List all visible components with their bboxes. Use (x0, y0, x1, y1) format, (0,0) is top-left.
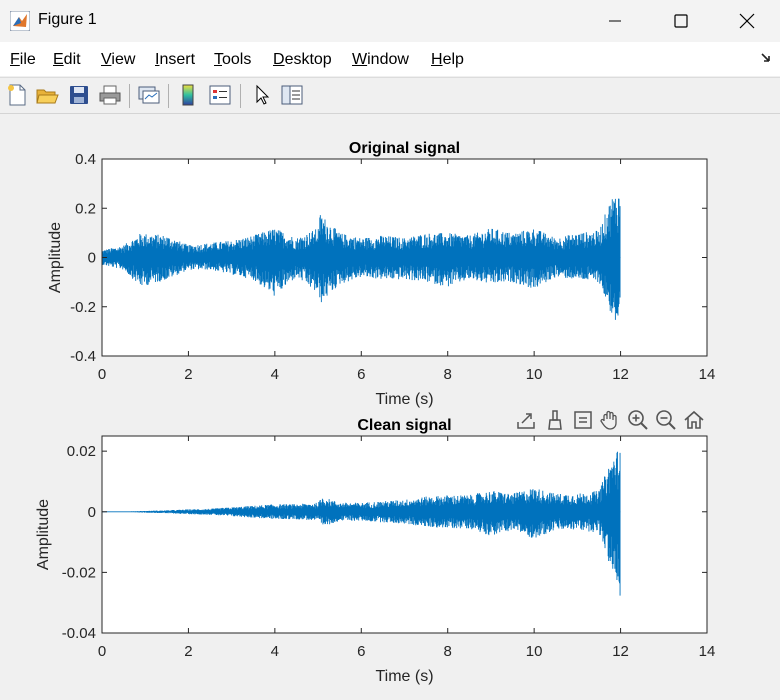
y-tick-label: 0.2 (75, 200, 96, 217)
print-icon[interactable] (98, 83, 122, 107)
pan-icon[interactable] (598, 408, 622, 432)
x-tick-label: 10 (526, 643, 543, 660)
insert-colorbar-icon[interactable] (176, 83, 200, 107)
menu-file[interactable]: File (10, 51, 36, 68)
matlab-logo-icon (10, 11, 30, 31)
x-tick-label: 12 (612, 366, 629, 383)
open-file-icon[interactable] (35, 83, 59, 107)
menu-edit[interactable]: Edit (53, 51, 81, 68)
y-tick-label: -0.04 (62, 625, 96, 642)
property-inspector-icon[interactable] (280, 83, 304, 107)
menu-insert[interactable]: Insert (155, 51, 196, 68)
close-icon (739, 13, 755, 29)
menu-view[interactable]: View (101, 51, 136, 68)
figure-toolbar (0, 77, 780, 114)
brush-icon[interactable] (543, 408, 567, 432)
link-plot-icon[interactable] (137, 83, 161, 107)
new-figure-icon[interactable] (5, 83, 29, 107)
save-icon[interactable] (67, 83, 91, 107)
menu-desktop[interactable]: Desktop (273, 51, 332, 68)
y-tick-label: 0 (88, 250, 96, 267)
x-tick-label: 6 (357, 366, 365, 383)
dock-arrow-icon[interactable] (760, 51, 774, 65)
minimize-button[interactable] (592, 0, 638, 42)
x-tick-label: 8 (444, 366, 452, 383)
insert-legend-icon[interactable] (208, 83, 232, 107)
close-button[interactable] (724, 0, 770, 42)
y-tick-label: 0.02 (67, 443, 96, 460)
edit-plot-arrow-icon[interactable] (250, 83, 274, 107)
y-axis-label: Amplitude (47, 222, 64, 293)
x-tick-label: 0 (98, 366, 106, 383)
x-axis-label: Time (s) (375, 668, 433, 685)
x-tick-label: 0 (98, 643, 106, 660)
x-tick-label: 12 (612, 643, 629, 660)
window-title: Figure 1 (38, 11, 97, 28)
axes-title: Clean signal (357, 417, 451, 434)
maximize-button[interactable] (658, 0, 704, 42)
x-tick-label: 6 (357, 643, 365, 660)
axes-1 (101, 158, 708, 357)
axes-box (101, 435, 708, 634)
minimize-icon (609, 20, 621, 22)
x-tick-label: 14 (699, 366, 716, 383)
x-tick-label: 8 (444, 643, 452, 660)
y-tick-label: 0 (88, 504, 96, 521)
menu-help[interactable]: Help (431, 51, 464, 68)
x-tick-label: 4 (271, 643, 279, 660)
x-tick-label: 10 (526, 366, 543, 383)
x-tick-label: 4 (271, 366, 279, 383)
toolbar-separator (240, 84, 241, 108)
menu-bar: File Edit View Insert Tools Desktop Wind… (0, 42, 780, 76)
x-tick-label: 2 (184, 643, 192, 660)
maximize-icon (674, 14, 688, 28)
y-tick-label: 0.4 (75, 151, 96, 168)
y-axis-label: Amplitude (35, 499, 52, 570)
y-tick-label: -0.2 (70, 299, 96, 316)
menu-window[interactable]: Window (352, 51, 409, 68)
y-tick-label: -0.4 (70, 348, 96, 365)
data-tips-icon[interactable] (571, 408, 595, 432)
restore-view-icon[interactable] (682, 408, 706, 432)
y-tick-label: -0.02 (62, 564, 96, 581)
zoom-in-icon[interactable] (626, 408, 650, 432)
signal-line (102, 451, 621, 596)
x-tick-label: 14 (699, 643, 716, 660)
toolbar-separator (129, 84, 130, 108)
axes-title: Original signal (349, 140, 460, 157)
axes-2 (101, 435, 708, 634)
zoom-out-icon[interactable] (654, 408, 678, 432)
toolbar-separator (168, 84, 169, 108)
x-axis-label: Time (s) (375, 391, 433, 408)
title-bar: Figure 1 (0, 0, 780, 42)
menu-tools[interactable]: Tools (214, 51, 252, 68)
export-icon[interactable] (514, 408, 538, 432)
x-tick-label: 2 (184, 366, 192, 383)
